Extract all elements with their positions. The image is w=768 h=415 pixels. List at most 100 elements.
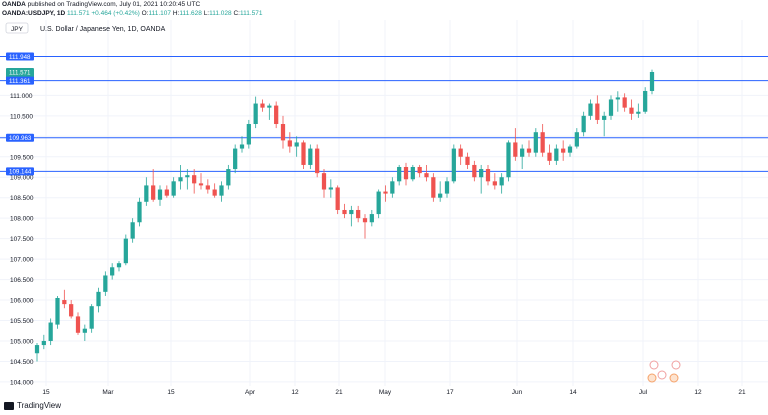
candle [397, 164, 402, 186]
candle-body [328, 187, 333, 190]
flag-icon [649, 360, 659, 370]
candle-body [520, 148, 525, 157]
candle-body [321, 173, 327, 190]
candle [315, 144, 320, 178]
candles [34, 69, 655, 362]
candle [335, 185, 340, 215]
candle-body [533, 132, 538, 153]
candle-body [82, 328, 87, 333]
currency-label: JPY [11, 26, 24, 33]
chart-frame[interactable]: 104.000 104.500 105.000 105.500 106.000 106.5… [0, 20, 768, 399]
candle [649, 69, 655, 95]
footer[interactable]: TradingView [4, 401, 61, 410]
candle-body [383, 191, 388, 194]
candle [89, 304, 94, 333]
price-tick-label: 107.000 [10, 257, 34, 264]
candle-body [185, 175, 190, 178]
candle-body [260, 103, 265, 108]
candle-body [342, 209, 347, 215]
last-price: 111.571 [67, 10, 90, 17]
time-tick-label: Mar [102, 389, 114, 396]
candle-body [417, 166, 422, 174]
candle [465, 152, 470, 170]
candle-body [110, 267, 115, 276]
open-value: 111.107 [148, 10, 172, 17]
candle [472, 160, 477, 182]
price-tick-label: 109.000 [10, 175, 34, 182]
candle-body [588, 103, 593, 116]
candle [342, 203, 347, 219]
candle [171, 177, 176, 198]
price-axis: 104.000 104.500 105.000 105.500 106.000 106.5… [10, 93, 34, 387]
candle [69, 300, 74, 319]
candle-body [192, 175, 197, 184]
candle [110, 263, 115, 280]
low-value: 111.028 [209, 10, 232, 17]
publisher: OANDA [2, 1, 26, 8]
price-label: 111.948 [9, 54, 31, 61]
change: +0.464 (+0.42%) [91, 10, 140, 17]
candle [458, 144, 463, 165]
candle [308, 144, 313, 170]
candle [417, 164, 422, 178]
candle-body [492, 181, 497, 186]
price-tick-label: 106.500 [10, 277, 34, 284]
time-tick-label: 15 [42, 389, 50, 396]
candle-body [103, 275, 108, 292]
candle [157, 185, 163, 206]
candle [233, 144, 238, 174]
candle-body [540, 132, 545, 153]
price-chart[interactable]: 104.000 104.500 105.000 105.500 106.000 106.5… [0, 20, 768, 399]
candle [321, 169, 327, 198]
high-label: H: [172, 10, 180, 17]
currency-badge[interactable]: JPY [5, 22, 29, 34]
time-tick-label: 12 [291, 389, 299, 396]
candle-body [253, 103, 258, 125]
event-icons[interactable] [647, 360, 681, 383]
candle-body [96, 291, 101, 307]
candle [499, 173, 504, 194]
candle [82, 324, 87, 341]
candle-body [444, 181, 450, 194]
candle-body [595, 103, 600, 120]
event-icon [647, 373, 657, 383]
candle-body [554, 148, 559, 161]
candle [137, 197, 142, 227]
candle-body [458, 148, 463, 157]
candle [622, 93, 627, 112]
candle-body [212, 189, 217, 196]
candle [636, 103, 641, 118]
candle [212, 183, 217, 198]
time-tick-label: Jul [639, 389, 648, 396]
candle-body [335, 187, 340, 210]
candle-body [513, 142, 518, 157]
candle-body [424, 173, 429, 178]
time-tick-label: 15 [167, 389, 175, 396]
candle [547, 144, 552, 165]
price-label-box [6, 76, 34, 85]
candle-body [157, 189, 163, 200]
candle-body [246, 124, 251, 145]
candle [615, 91, 620, 112]
candle [513, 128, 518, 161]
candle [62, 289, 67, 309]
candle-body [451, 148, 456, 182]
candle [219, 181, 224, 202]
candle-body [274, 105, 279, 125]
candle-body [151, 185, 156, 200]
candle [643, 87, 648, 114]
candle [34, 343, 40, 362]
price-tick-label: 107.500 [10, 236, 34, 243]
candle [116, 261, 122, 272]
candle-body [171, 181, 176, 196]
candle [390, 177, 395, 198]
candle-body [547, 152, 552, 161]
candle-body [615, 97, 620, 100]
candle [55, 295, 60, 329]
publish-text: published on TradingView.com, July 01, 2… [27, 1, 201, 8]
symbol-line: OANDA:USDJPY, 1D 111.571 +0.464 (+0.42%)… [2, 10, 262, 17]
candle-body [410, 166, 415, 180]
candle [144, 177, 149, 206]
candle [485, 164, 491, 186]
candle [294, 136, 299, 157]
